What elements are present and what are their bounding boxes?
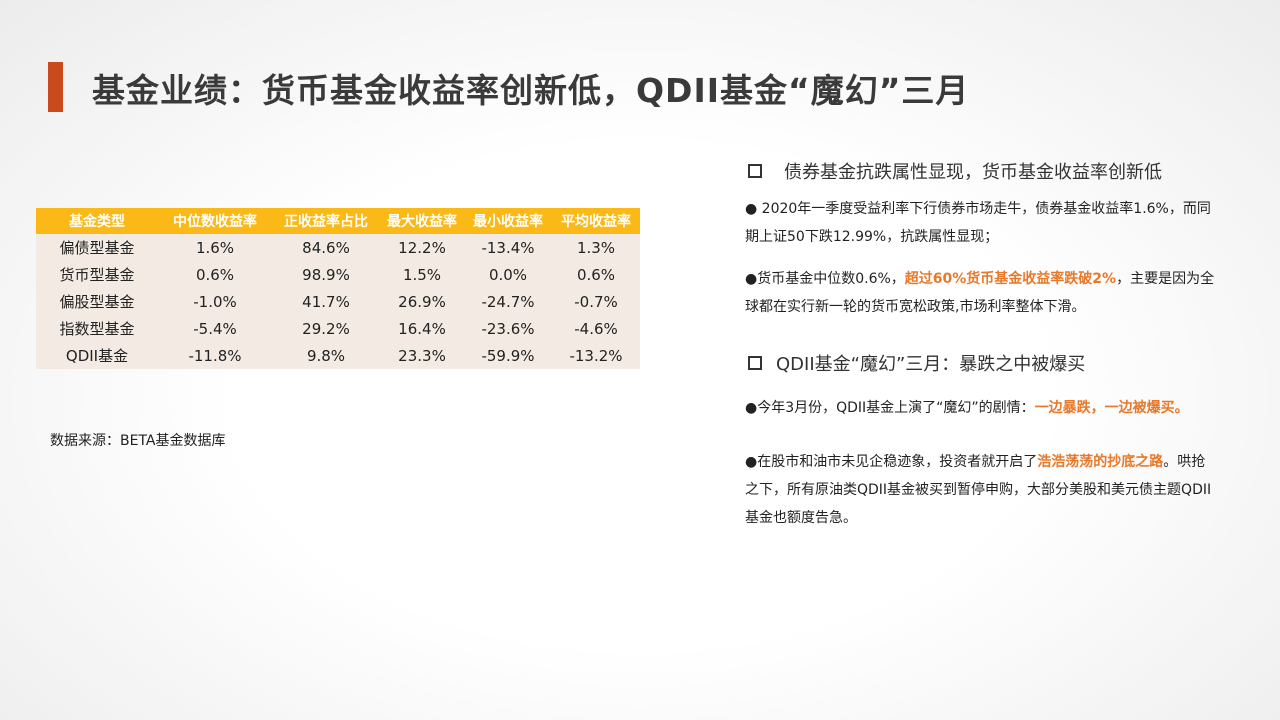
bottom-fishing-paragraph: ●在股市和油市未见企稳迹象，投资者就开启了浩浩荡荡的抄底之路。哄抢之下，所有原油…	[745, 454, 1212, 526]
square-bullet-icon	[748, 356, 762, 370]
data-source-note: 数据来源：BETA基金数据库	[50, 433, 226, 449]
cell-fund-type: 货币型基金	[59, 266, 135, 284]
title-accent-bar	[48, 62, 63, 112]
cell-min-return: -24.7%	[481, 292, 535, 311]
table-row: 指数型基金 -5.4% 29.2% 16.4% -23.6% -4.6%	[36, 315, 640, 342]
page-title: 基金业绩：货币基金收益率创新低，QDII基金“魔幻”三月	[92, 71, 970, 110]
fund-performance-table: 基金类型 中位数收益率 正收益率占比 最大收益率 最小收益率 平均收益率 偏债型…	[36, 208, 640, 369]
cell-max-return: 12.2%	[398, 238, 446, 257]
cell-min-return: 0.0%	[488, 265, 528, 284]
header-avg-return: 平均收益率	[552, 208, 640, 234]
cell-positive-ratio: 29.2%	[302, 319, 350, 338]
cell-positive-ratio: 98.9%	[302, 265, 350, 284]
cell-fund-type: 偏债型基金	[59, 239, 135, 257]
table-row: 货币型基金 0.6% 98.9% 1.5% 0.0% 0.6%	[36, 261, 640, 288]
cell-avg-return: 0.6%	[576, 265, 616, 284]
cell-median-return: 1.6%	[195, 238, 235, 257]
cell-max-return: 26.9%	[398, 292, 446, 311]
cell-fund-type: 偏股型基金	[59, 293, 135, 311]
section-heading-text: QDII基金“魔幻”三月：暴跌之中被爆买	[776, 354, 1086, 375]
header-min-return: 最小收益率	[464, 208, 552, 234]
commentary-panel: 债券基金抗跌属性显现，货币基金收益率创新低 ● 2020年一季度受益利率下行债券…	[745, 155, 1215, 532]
cell-median-return: -5.4%	[193, 319, 237, 338]
highlight-text: 浩浩荡荡的抄底之路	[1037, 454, 1164, 470]
cell-fund-type: QDII基金	[65, 347, 129, 365]
header-median-return: 中位数收益率	[158, 208, 272, 234]
section-heading-qdii: QDII基金“魔幻”三月：暴跌之中被爆买	[745, 347, 1215, 379]
cell-avg-return: -4.6%	[574, 319, 618, 338]
table-header-row: 基金类型 中位数收益率 正收益率占比 最大收益率 最小收益率 平均收益率	[36, 208, 640, 234]
cell-median-return: 0.6%	[195, 265, 235, 284]
header-max-return: 最大收益率	[380, 208, 464, 234]
table-row: QDII基金 -11.8% 9.8% 23.3% -59.9% -13.2%	[36, 342, 640, 369]
cell-max-return: 16.4%	[398, 319, 446, 338]
highlight-text: 超过60%货币基金收益率跌破2%	[904, 271, 1117, 287]
bond-paragraph: ● 2020年一季度受益利率下行债券市场走牛，债券基金收益率1.6%，而同期上证…	[745, 201, 1211, 245]
money-fund-paragraph: ●货币基金中位数0.6%，超过60%货币基金收益率跌破2%，主要是因为全球都在实…	[745, 271, 1215, 315]
cell-avg-return: 1.3%	[576, 238, 616, 257]
cell-max-return: 1.5%	[402, 265, 442, 284]
header-positive-ratio: 正收益率占比	[272, 208, 380, 234]
table-row: 偏股型基金 -1.0% 41.7% 26.9% -24.7% -0.7%	[36, 288, 640, 315]
qdii-paragraph: ●今年3月份，QDII基金上演了“魔幻”的剧情：一边暴跌，一边被爆买。	[745, 400, 1189, 416]
cell-positive-ratio: 41.7%	[302, 292, 350, 311]
cell-avg-return: -0.7%	[574, 292, 618, 311]
cell-positive-ratio: 9.8%	[306, 346, 346, 365]
highlight-text: 一边暴跌，一边被爆买。	[1034, 400, 1189, 416]
cell-min-return: -23.6%	[481, 319, 535, 338]
table-row: 偏债型基金 1.6% 84.6% 12.2% -13.4% 1.3%	[36, 234, 640, 261]
cell-median-return: -1.0%	[193, 292, 237, 311]
cell-avg-return: -13.2%	[569, 346, 623, 365]
square-bullet-icon	[748, 164, 762, 178]
header-fund-type: 基金类型	[36, 208, 158, 234]
section-heading-bond: 债券基金抗跌属性显现，货币基金收益率创新低	[745, 155, 1215, 187]
cell-min-return: -59.9%	[481, 346, 535, 365]
cell-fund-type: 指数型基金	[59, 320, 135, 338]
cell-median-return: -11.8%	[188, 346, 242, 365]
cell-max-return: 23.3%	[398, 346, 446, 365]
cell-positive-ratio: 84.6%	[302, 238, 350, 257]
section-heading-text: 债券基金抗跌属性显现，货币基金收益率创新低	[784, 162, 1162, 183]
cell-min-return: -13.4%	[481, 238, 535, 257]
